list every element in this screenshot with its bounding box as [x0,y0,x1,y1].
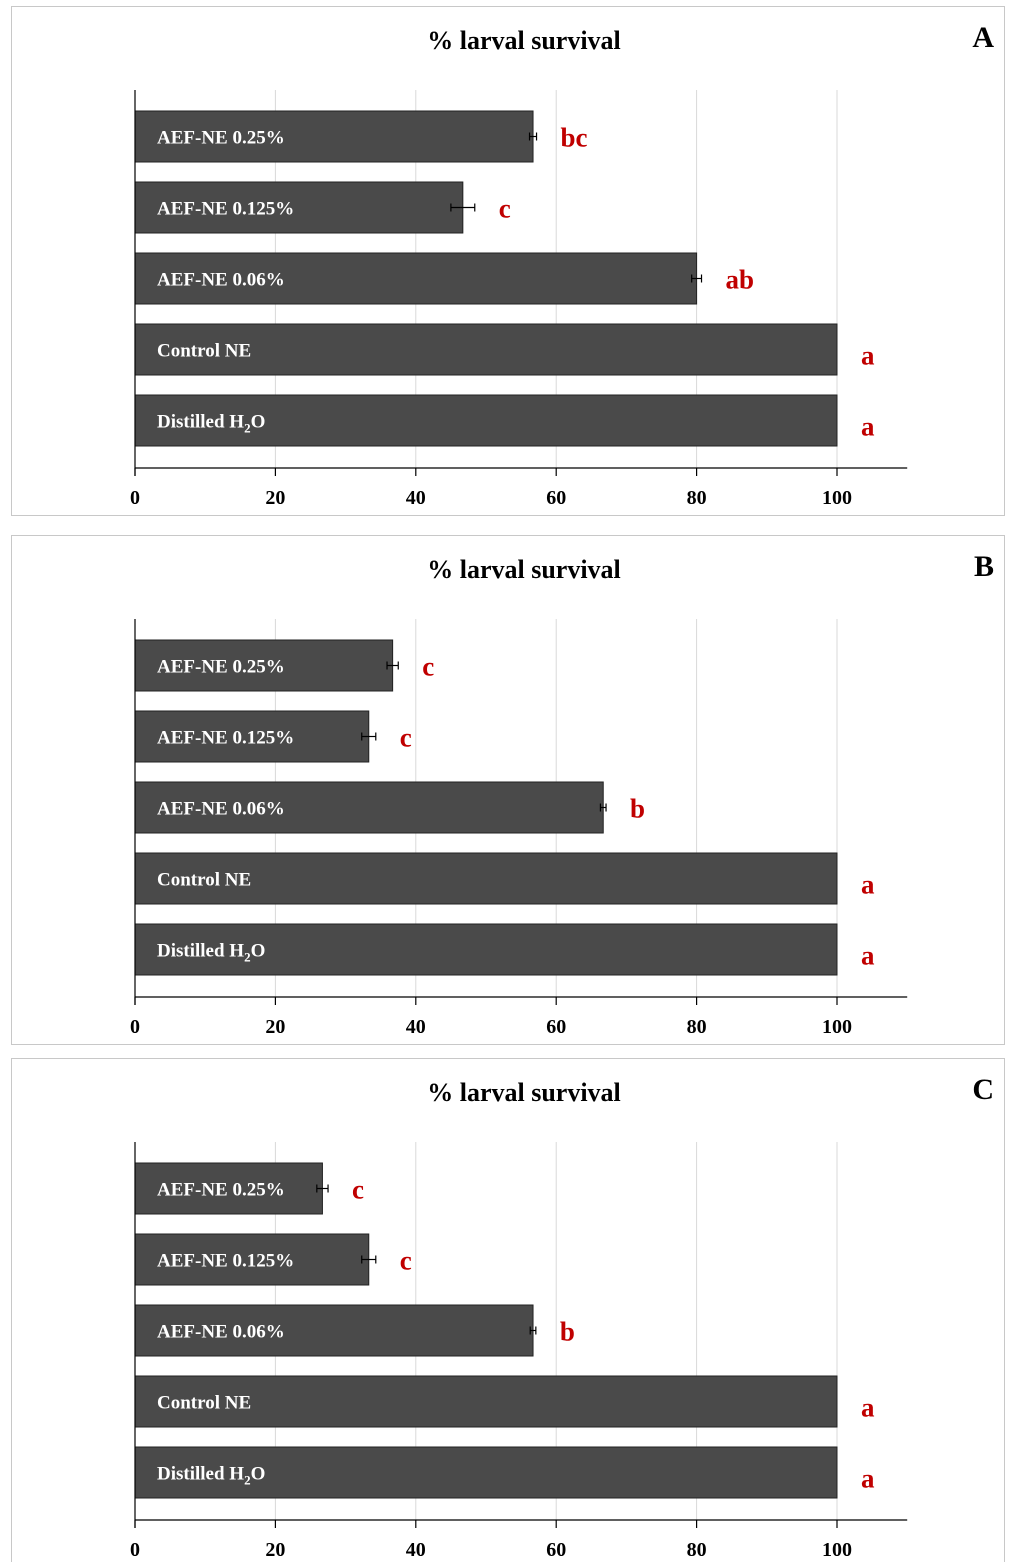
x-tick-label: 60 [546,1539,566,1561]
bar [134,852,838,905]
category-label: AEF-NE 0.06% [157,1322,285,1343]
chart-title: % larval survival [427,1078,621,1107]
x-tick-label: 20 [265,1539,285,1561]
bar [134,394,838,447]
bar [134,110,534,163]
bar [134,1375,838,1428]
x-tick-label: 100 [822,1016,852,1038]
x-tick-label: 40 [406,1016,426,1038]
significance-label: b [630,794,645,824]
x-tick-label: 0 [130,487,140,509]
bar [134,639,394,692]
chart-title: % larval survival [427,26,621,55]
significance-label: b [560,1317,575,1347]
bar [134,1304,534,1357]
bar [134,323,838,376]
category-label: AEF-NE 0.25% [157,1180,285,1201]
significance-label: c [422,652,434,682]
x-tick-label: 0 [130,1016,140,1038]
x-tick-label: 100 [822,1539,852,1561]
x-tick-label: 40 [406,1539,426,1561]
x-tick-label: 20 [265,1016,285,1038]
significance-label: c [400,1246,412,1276]
significance-label: a [861,412,875,442]
chart-title: % larval survival [427,555,621,584]
significance-label: c [499,194,511,224]
category-label: AEF-NE 0.06% [157,270,285,291]
category-label: AEF-NE 0.125% [157,728,294,749]
bar-chart-a: % larval survival A AEF-NE 0.25% bc AEF-NE 0… [130,21,994,509]
significance-label: a [861,1464,875,1494]
category-label: AEF-NE 0.125% [157,199,294,220]
panel-letter: B [974,550,994,583]
panel-letter: A [972,21,994,54]
category-label: AEF-NE 0.06% [157,799,285,820]
significance-label: a [861,870,875,900]
chart-panel-a: % larval survival A AEF-NE 0.25% bc AEF-NE 0… [11,6,1005,516]
category-label: AEF-NE 0.25% [157,128,285,149]
significance-label: a [861,941,875,971]
significance-label: a [861,341,875,371]
bar [134,1233,370,1286]
bar [134,923,838,976]
category-label: Distilled H2O [157,412,265,436]
bar [134,181,464,234]
x-tick-label: 60 [546,487,566,509]
x-tick-label: 80 [687,487,707,509]
category-label: Control NE [157,341,251,362]
x-tick-label: 20 [265,487,285,509]
significance-label: bc [561,123,588,153]
category-label: Control NE [157,1393,251,1414]
category-label: Control NE [157,870,251,891]
bar-chart-b: % larval survival B AEF-NE 0.25% c AEF-NE 0.… [130,550,994,1038]
category-label: Distilled H2O [157,941,265,965]
bar-chart-c: % larval survival C AEF-NE 0.25% c AEF-NE 0.… [130,1073,994,1561]
x-tick-label: 40 [406,487,426,509]
significance-label: c [400,723,412,753]
chart-panel-c: % larval survival C AEF-NE 0.25% c AEF-NE 0.… [11,1058,1005,1562]
panel-letter: C [972,1073,994,1106]
x-tick-label: 80 [687,1539,707,1561]
x-tick-label: 100 [822,487,852,509]
significance-label: a [861,1393,875,1423]
x-tick-label: 80 [687,1016,707,1038]
significance-label: c [352,1175,364,1205]
x-tick-label: 0 [130,1539,140,1561]
chart-panel-b: % larval survival B AEF-NE 0.25% c AEF-NE 0.… [11,535,1005,1045]
x-tick-label: 60 [546,1016,566,1038]
significance-label: ab [726,265,755,295]
category-label: Distilled H2O [157,1464,265,1488]
category-label: AEF-NE 0.125% [157,1251,294,1272]
category-label: AEF-NE 0.25% [157,657,285,678]
bar [134,710,370,763]
